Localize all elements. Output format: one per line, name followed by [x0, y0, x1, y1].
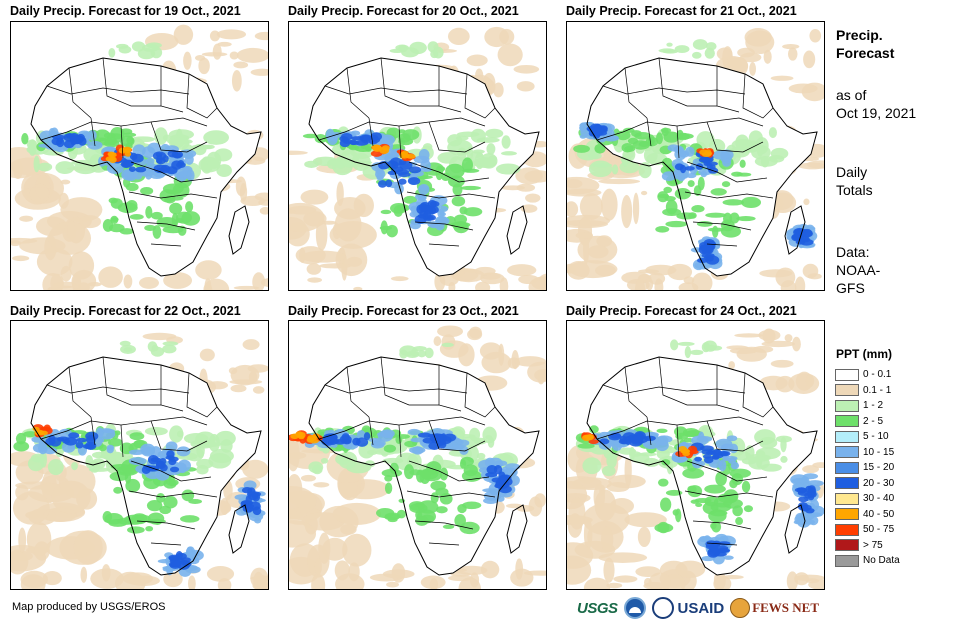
legend-item: 20 - 30	[835, 476, 900, 492]
legend-swatch	[835, 430, 859, 443]
legend-swatch	[835, 554, 859, 567]
daily-totals-label: Daily Totals	[836, 164, 873, 198]
as-of-date: as of Oct 19, 2021	[836, 87, 917, 121]
panel-title-20oct: Daily Precip. Forecast for 20 Oct., 2021	[288, 4, 519, 18]
usgs-logo: USGS	[577, 599, 618, 617]
legend-swatch	[835, 384, 859, 397]
legend-swatch	[835, 508, 859, 521]
map-20oct	[288, 21, 547, 291]
legend-item: 1 - 2	[835, 398, 900, 414]
map-21oct	[566, 21, 825, 291]
map-23oct	[288, 320, 547, 590]
precip-map-svg	[11, 24, 268, 290]
legend-label: 10 - 15	[863, 446, 895, 458]
panel-title-24oct: Daily Precip. Forecast for 24 Oct., 2021	[566, 304, 797, 318]
panel-title-23oct: Daily Precip. Forecast for 23 Oct., 2021	[288, 304, 519, 318]
legend-item: 15 - 20	[835, 460, 900, 476]
panel-title-22oct: Daily Precip. Forecast for 22 Oct., 2021	[10, 304, 241, 318]
map-24oct	[566, 320, 825, 590]
noaa-logo-icon	[623, 597, 646, 619]
legend-item: 5 - 10	[835, 429, 900, 445]
map-22oct	[10, 320, 269, 590]
legend-label: 0.1 - 1	[863, 384, 892, 396]
legend-item: 40 - 50	[835, 507, 900, 523]
data-source: Data: NOAA- GFS	[836, 244, 881, 296]
usaid-logo: USAID	[677, 599, 725, 617]
precip-map-svg	[567, 28, 824, 290]
panel-title-19oct: Daily Precip. Forecast for 19 Oct., 2021	[10, 4, 241, 18]
sidebar-title: Precip. Forecast	[836, 27, 895, 61]
legend-label: > 75	[863, 539, 883, 551]
legend-item: > 75	[835, 538, 900, 554]
legend-label: 50 - 75	[863, 524, 895, 536]
legend-label: 2 - 5	[863, 415, 884, 427]
legend-item: 0 - 0.1	[835, 367, 900, 383]
legend-label: 15 - 20	[863, 462, 895, 474]
globe-icon	[730, 598, 751, 618]
precip-map-svg	[289, 26, 546, 290]
legend-swatch	[835, 368, 859, 381]
legend-label: No Data	[863, 555, 900, 567]
map-19oct	[10, 21, 269, 291]
legend-item: 0.1 - 1	[835, 383, 900, 399]
legend-item: 10 - 15	[835, 445, 900, 461]
legend-swatch	[835, 461, 859, 474]
legend-label: 40 - 50	[863, 508, 895, 520]
legend-swatch	[835, 446, 859, 459]
panel-title-21oct: Daily Precip. Forecast for 21 Oct., 2021	[566, 4, 797, 18]
precip-map-svg	[11, 332, 268, 589]
legend-swatch	[835, 477, 859, 490]
legend-swatch	[835, 399, 859, 412]
logo-strip: USGS USAID FEWS NET	[577, 595, 819, 621]
map-credit: Map produced by USGS/EROS	[12, 601, 166, 613]
fews-net-logo: FEWS NET	[730, 598, 819, 618]
precip-map-svg	[289, 325, 546, 589]
legend-item: 50 - 75	[835, 522, 900, 538]
usaid-seal-icon	[651, 597, 674, 619]
legend-swatch	[835, 492, 859, 505]
legend-label: 20 - 30	[863, 477, 895, 489]
precip-map-svg	[567, 328, 824, 589]
legend-swatch	[835, 523, 859, 536]
legend-item: 30 - 40	[835, 491, 900, 507]
legend: 0 - 0.1 0.1 - 1 1 - 2 2 - 5 5 - 10 10 - 15 15 …	[835, 367, 900, 569]
legend-label: 1 - 2	[863, 400, 884, 412]
legend-title: PPT (mm)	[836, 347, 893, 361]
legend-label: 30 - 40	[863, 493, 895, 505]
legend-item: 2 - 5	[835, 414, 900, 430]
legend-swatch	[835, 415, 859, 428]
legend-label: 0 - 0.1	[863, 369, 892, 381]
legend-item: No Data	[835, 553, 900, 569]
legend-swatch	[835, 539, 859, 552]
legend-label: 5 - 10	[863, 431, 889, 443]
